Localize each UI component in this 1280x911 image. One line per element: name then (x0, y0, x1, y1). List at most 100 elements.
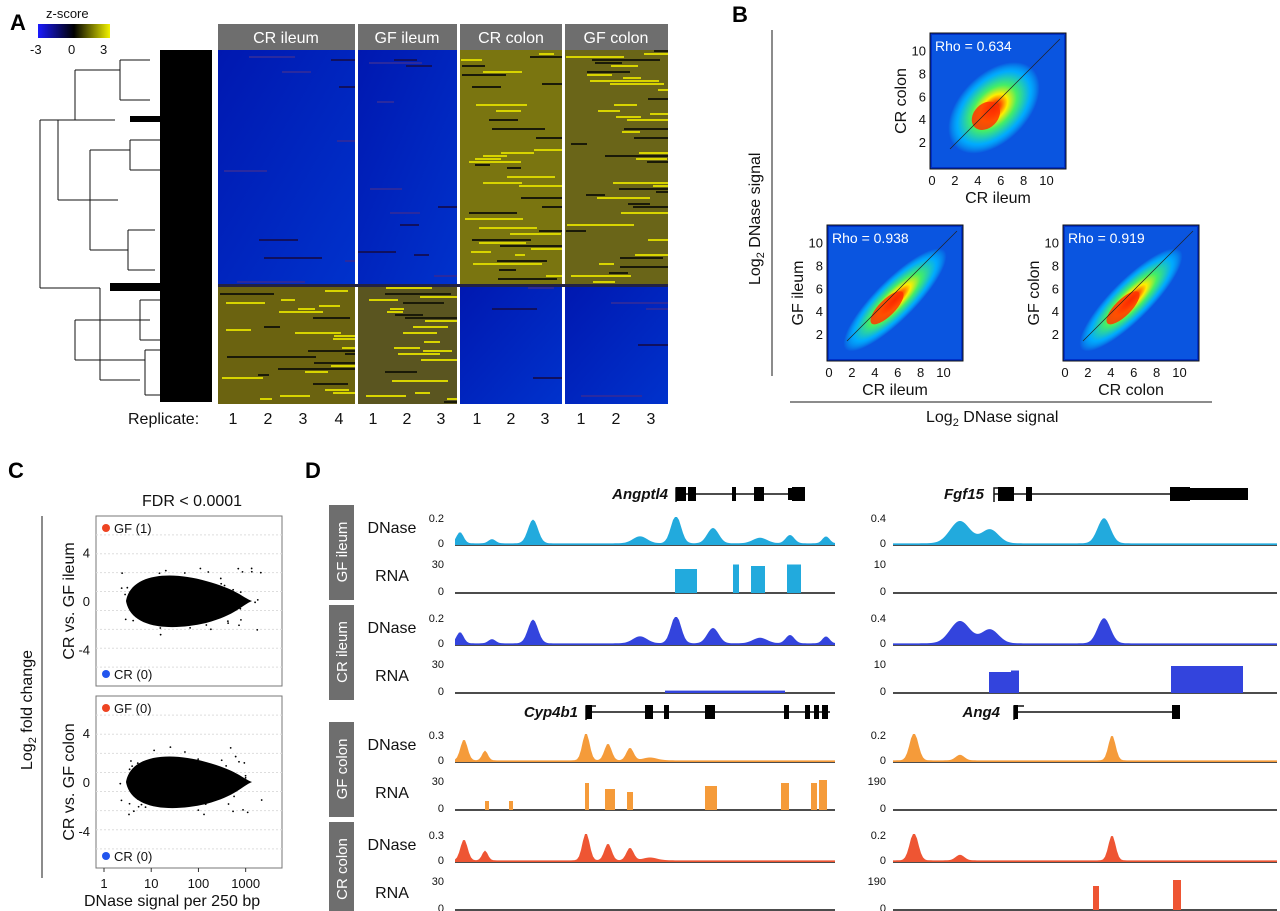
outlier-point (229, 609, 231, 612)
track-zero-left: 0 (438, 538, 444, 550)
rna-bar (733, 564, 739, 593)
dendrogram (39, 59, 170, 396)
outlier-point (181, 801, 184, 803)
outlier-point (189, 626, 192, 629)
heatmap-stripe (530, 56, 562, 58)
outlier-point (133, 779, 136, 782)
zscore-tick-high: 3 (100, 42, 107, 57)
heatmap-stripe (387, 311, 403, 313)
heatmap-stripe (610, 83, 664, 85)
panel-c-xlabel: DNase signal per 250 bp (84, 893, 260, 910)
gf-up-count: GF (0) (114, 701, 152, 716)
density-core (870, 291, 904, 325)
cr-up-marker (102, 670, 110, 678)
outlier-point (250, 570, 253, 573)
outlier-point (169, 746, 172, 748)
heatmap-separator (457, 24, 460, 404)
panel-a: z-score -3 0 3 CR ileum GF ileum CR colo… (30, 6, 668, 428)
heatmap-stripe (622, 131, 640, 133)
heatmap-stripe (434, 275, 457, 277)
panel-c-ylabel: Log2 fold change (19, 650, 39, 770)
track-zero-left: 0 (438, 755, 444, 767)
track-group: GF colon DNase 0.3 0 0.2 0 RNA 30 0 190 0 (329, 722, 1277, 817)
heatmap-stripe (392, 380, 448, 382)
outlier-point (197, 786, 200, 789)
heatmap-stripe (627, 119, 668, 121)
rna-bar (627, 792, 633, 810)
heatmap-stripe (539, 53, 554, 55)
heatmap-stripe (476, 104, 527, 106)
outlier-point (164, 569, 167, 572)
heatmap-stripe (653, 185, 668, 187)
outlier-point (178, 773, 180, 776)
outlier-point (203, 612, 205, 614)
group-header-cr-ileum (218, 24, 355, 50)
comparison-label: CR vs. GF colon (61, 723, 78, 840)
exon (732, 487, 736, 501)
x-tick-label: 6 (1130, 365, 1137, 380)
track-max-left: 30 (432, 876, 444, 888)
heatmap-stripe (521, 197, 562, 199)
outlier-point (197, 809, 200, 812)
track-max-right: 0.2 (871, 830, 886, 842)
heatmap-stripe (342, 347, 355, 349)
track-max-left: 30 (432, 776, 444, 788)
heatmap-stripe (333, 338, 355, 340)
track-group: CR ileum DNase 0.2 0 0.4 0 RNA 30 0 10 0 (329, 605, 1277, 700)
x-tick-label: 2 (848, 365, 855, 380)
group-side-label: GF ileum (334, 522, 351, 583)
heatmap-stripe (472, 239, 531, 241)
outlier-point (194, 584, 197, 587)
x-tick-label: 0 (825, 365, 832, 380)
rna-bar (819, 780, 827, 810)
heatmap-gf-ileum-upper (358, 50, 457, 286)
heatmap (218, 24, 668, 404)
panel-b-shared-xlabel: Log2 DNase signal (926, 409, 1058, 429)
outlier-point (175, 577, 177, 580)
x-tick-label: 2 (1084, 365, 1091, 380)
heatmap-gf-ileum-lower (358, 286, 457, 404)
heatmap-stripe (539, 230, 562, 232)
identity-line (846, 230, 958, 342)
x-tick-label: 8 (1153, 365, 1160, 380)
heatmap-stripe (390, 308, 404, 310)
outlier-point (208, 598, 211, 601)
heatmap-stripe (377, 101, 394, 103)
heatmap-stripe (413, 326, 448, 328)
point-cloud (126, 575, 252, 628)
track-zero-right: 0 (880, 803, 886, 815)
identity-line (1082, 230, 1194, 342)
outlier-point (239, 607, 242, 610)
y-axis-label: GF colon (1026, 261, 1043, 326)
outlier-point (200, 597, 203, 599)
heatmap-stripe (462, 65, 485, 67)
heatmap-cr-ileum-upper (218, 50, 355, 286)
outlier-point (220, 773, 223, 776)
outlier-point (180, 614, 183, 617)
heatmap-stripe (260, 398, 272, 400)
heatmap-stripe (331, 59, 355, 61)
track-zero-right: 0 (880, 903, 886, 911)
density-scatter-plot: Rho = 0.938 0 2 4 6 8 10 2 4 6 8 10 CR ileum GF ileum (790, 224, 964, 399)
outlier-point (214, 615, 217, 618)
panel-letter-a: A (10, 10, 26, 35)
heatmap-stripe (611, 65, 638, 67)
group-side-label: GF colon (334, 739, 351, 800)
x-tick-label: 10 (1172, 365, 1186, 380)
heatmap-stripe (264, 257, 322, 259)
cr-up-marker (102, 852, 110, 860)
gene-name: Fgf15 (944, 486, 985, 503)
heatmap-stripe (237, 281, 305, 283)
outlier-point (203, 813, 205, 816)
heatmap-stripe (501, 152, 534, 154)
track-zero-left: 0 (438, 803, 444, 815)
heatmap-stripe (259, 239, 298, 241)
outlier-point (240, 619, 242, 621)
heatmap-stripe (619, 188, 668, 190)
identity-line (949, 38, 1061, 150)
panel-d: Angptl4 Fgf15 Cyp4b1 Ang4 GF ileum DNase 0.2 0… (329, 486, 1277, 911)
outlier-point (176, 590, 179, 592)
outlier-point (209, 765, 212, 768)
heatmap-stripe (308, 350, 355, 352)
